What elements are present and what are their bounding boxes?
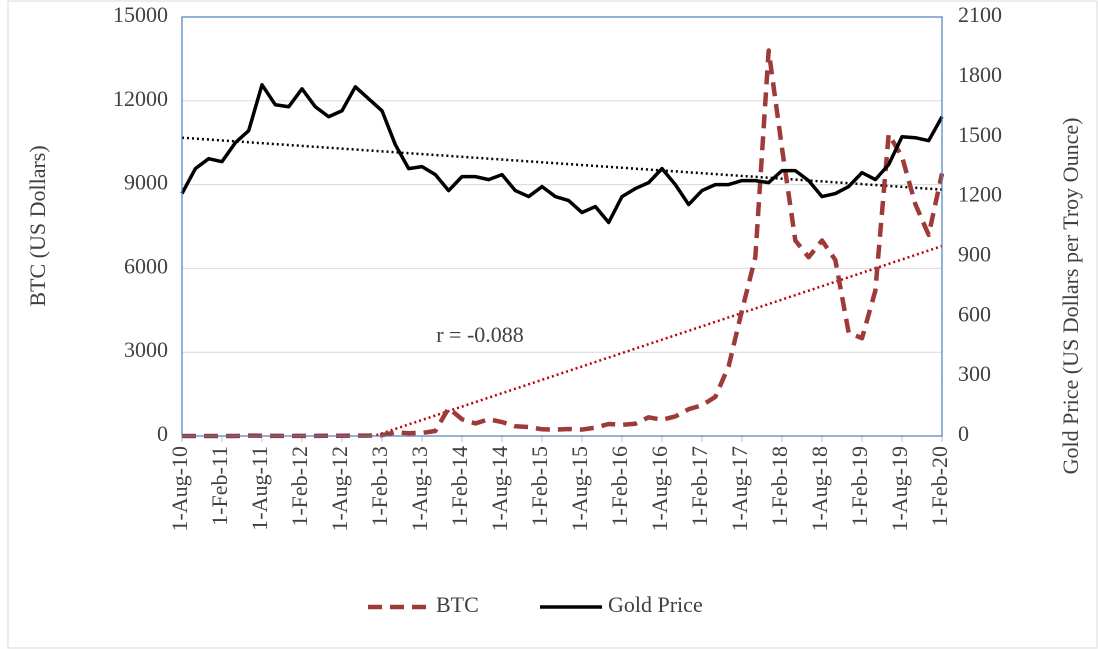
x-tick-label: 1-Feb-14 bbox=[447, 446, 472, 527]
x-tick-label: 1-Aug-19 bbox=[887, 446, 912, 532]
y2-tick-label: 0 bbox=[958, 421, 969, 446]
trendline bbox=[370, 244, 942, 436]
x-tick-label: 1-Feb-19 bbox=[847, 446, 872, 527]
x-tick-label: 1-Aug-12 bbox=[327, 446, 352, 532]
x-tick-label: 1-Aug-15 bbox=[567, 446, 592, 532]
y-tick-label: 15000 bbox=[113, 2, 168, 27]
trendlines bbox=[182, 136, 942, 436]
y-axis-label: BTC (US Dollars) bbox=[25, 145, 50, 306]
x-tick-label: 1-Aug-10 bbox=[167, 446, 192, 532]
x-tick-label: 1-Aug-11 bbox=[247, 446, 272, 531]
y2-tick-label: 900 bbox=[958, 241, 991, 266]
annotation: r = -0.088 bbox=[436, 322, 524, 347]
y2-tick-label: 600 bbox=[958, 301, 991, 326]
x-tick-label: 1-Feb-12 bbox=[287, 446, 312, 527]
x-tick-label: 1-Feb-11 bbox=[207, 446, 232, 526]
plot-frame bbox=[181, 16, 943, 437]
x-tick-label: 1-Aug-14 bbox=[487, 446, 512, 532]
x-tick-label: 1-Feb-13 bbox=[367, 446, 392, 527]
series-line bbox=[182, 48, 945, 439]
x-tick-label: 1-Aug-17 bbox=[727, 446, 752, 532]
y-tick-label: 0 bbox=[157, 421, 168, 446]
y-tick-label: 12000 bbox=[113, 86, 168, 111]
y2-tick-label: 2100 bbox=[958, 2, 1002, 27]
y2-tick-label: 1200 bbox=[958, 182, 1002, 207]
x-tick-label: 1-Feb-20 bbox=[927, 446, 952, 527]
y-tick-label: 9000 bbox=[124, 170, 168, 195]
x-tick-label: 1-Aug-13 bbox=[407, 446, 432, 532]
y2-tick-label: 1500 bbox=[958, 122, 1002, 147]
x-tick-label: 1-Feb-18 bbox=[767, 446, 792, 527]
legend-label: Gold Price bbox=[608, 592, 703, 617]
trendline bbox=[182, 136, 942, 191]
y2-tick-label: 1800 bbox=[958, 62, 1002, 87]
x-tick-label: 1-Feb-15 bbox=[527, 446, 552, 527]
y2-axis-label: Gold Price (US Dollars per Troy Ounce) bbox=[1058, 118, 1083, 475]
chart-border bbox=[7, 0, 1098, 649]
y-tick-label: 6000 bbox=[124, 253, 168, 278]
x-tick-label: 1-Feb-16 bbox=[607, 446, 632, 527]
y-tick-label: 3000 bbox=[124, 337, 168, 362]
legend-label: BTC bbox=[436, 592, 479, 617]
series-line bbox=[180, 83, 944, 225]
y2-tick-label: 300 bbox=[958, 361, 991, 386]
x-tick-label: 1-Aug-16 bbox=[647, 446, 672, 532]
plot: 0 3000 6000 9000 12000 15000 0 300 600 900 1200 150… bbox=[113, 2, 1002, 532]
x-tick-label: 1-Feb-17 bbox=[687, 446, 712, 527]
x-tick-label: 1-Aug-18 bbox=[807, 446, 832, 532]
